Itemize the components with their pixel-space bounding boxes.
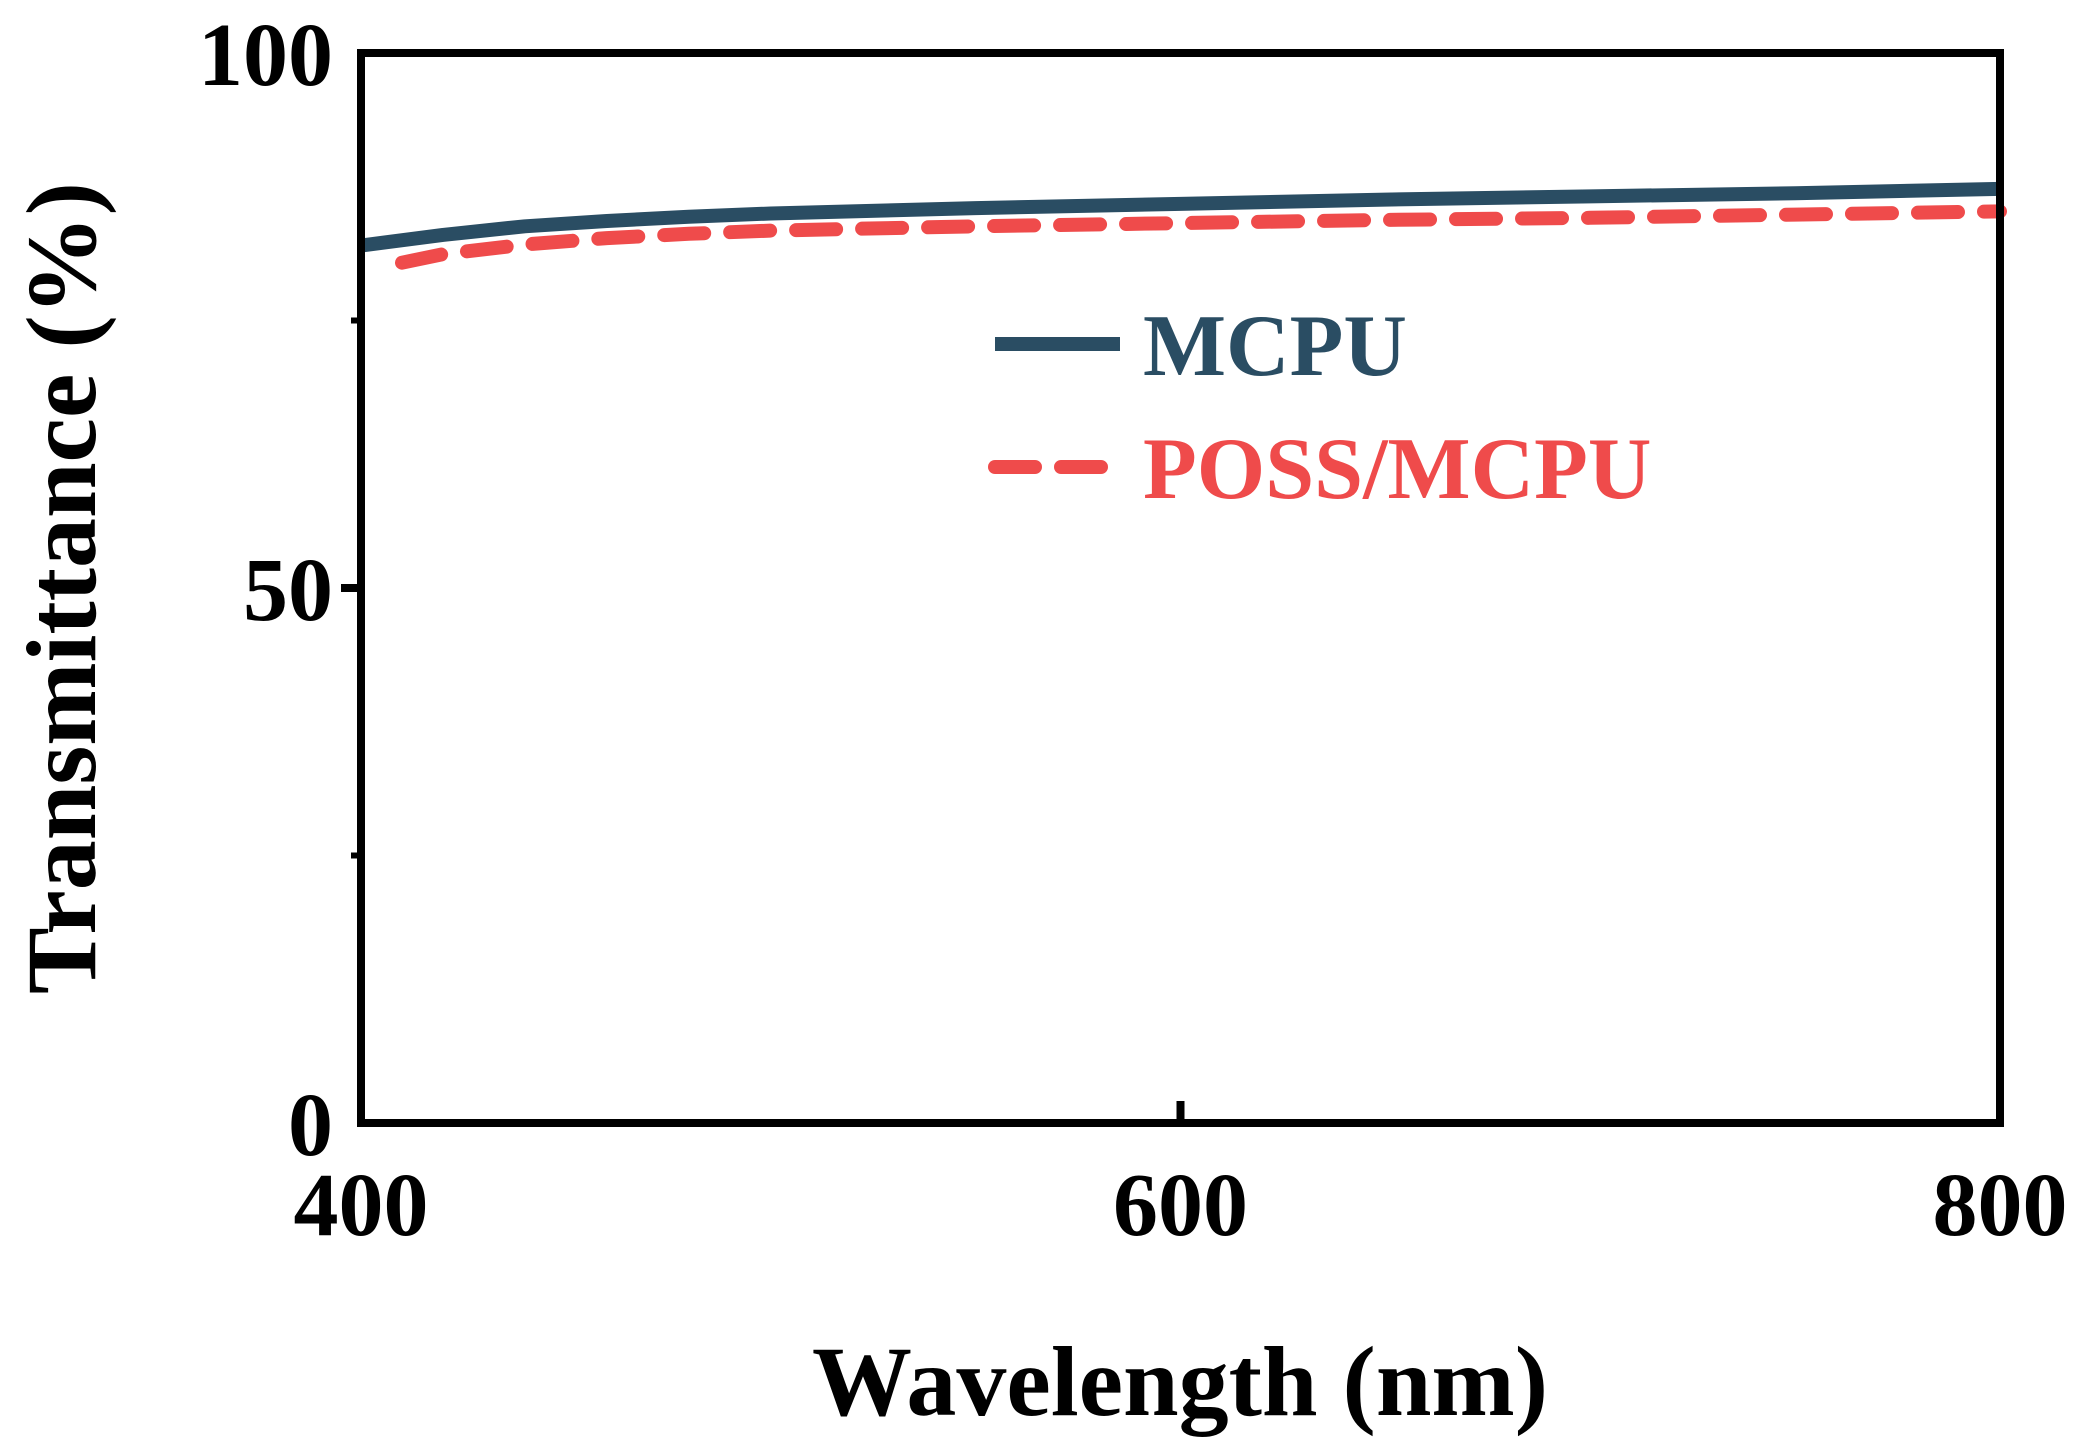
- x-axis-title: Wavelength (nm): [812, 1326, 1548, 1437]
- legend: MCPU POSS/MCPU: [988, 298, 1651, 518]
- y-tick-label-0: 0: [288, 1076, 333, 1175]
- x-tick-label-400: 400: [294, 1156, 429, 1255]
- plot-lines: [360, 181, 2007, 270]
- legend-label-poss-mcpu: POSS/MCPU: [1143, 421, 1651, 518]
- series-line-mcpu: [360, 181, 2001, 253]
- legend-label-mcpu: MCPU: [1143, 298, 1407, 395]
- axis-ticks: 400 600 800 0 50 100: [198, 6, 2068, 1255]
- x-tick-label-600: 600: [1113, 1156, 1248, 1255]
- y-axis-title: Transmittance (%): [6, 182, 117, 994]
- x-tick-label-800: 800: [1933, 1156, 2068, 1255]
- y-tick-label-50: 50: [243, 541, 333, 640]
- series-line-poss-mcpu: [395, 204, 2007, 270]
- y-tick-label-100: 100: [198, 6, 333, 105]
